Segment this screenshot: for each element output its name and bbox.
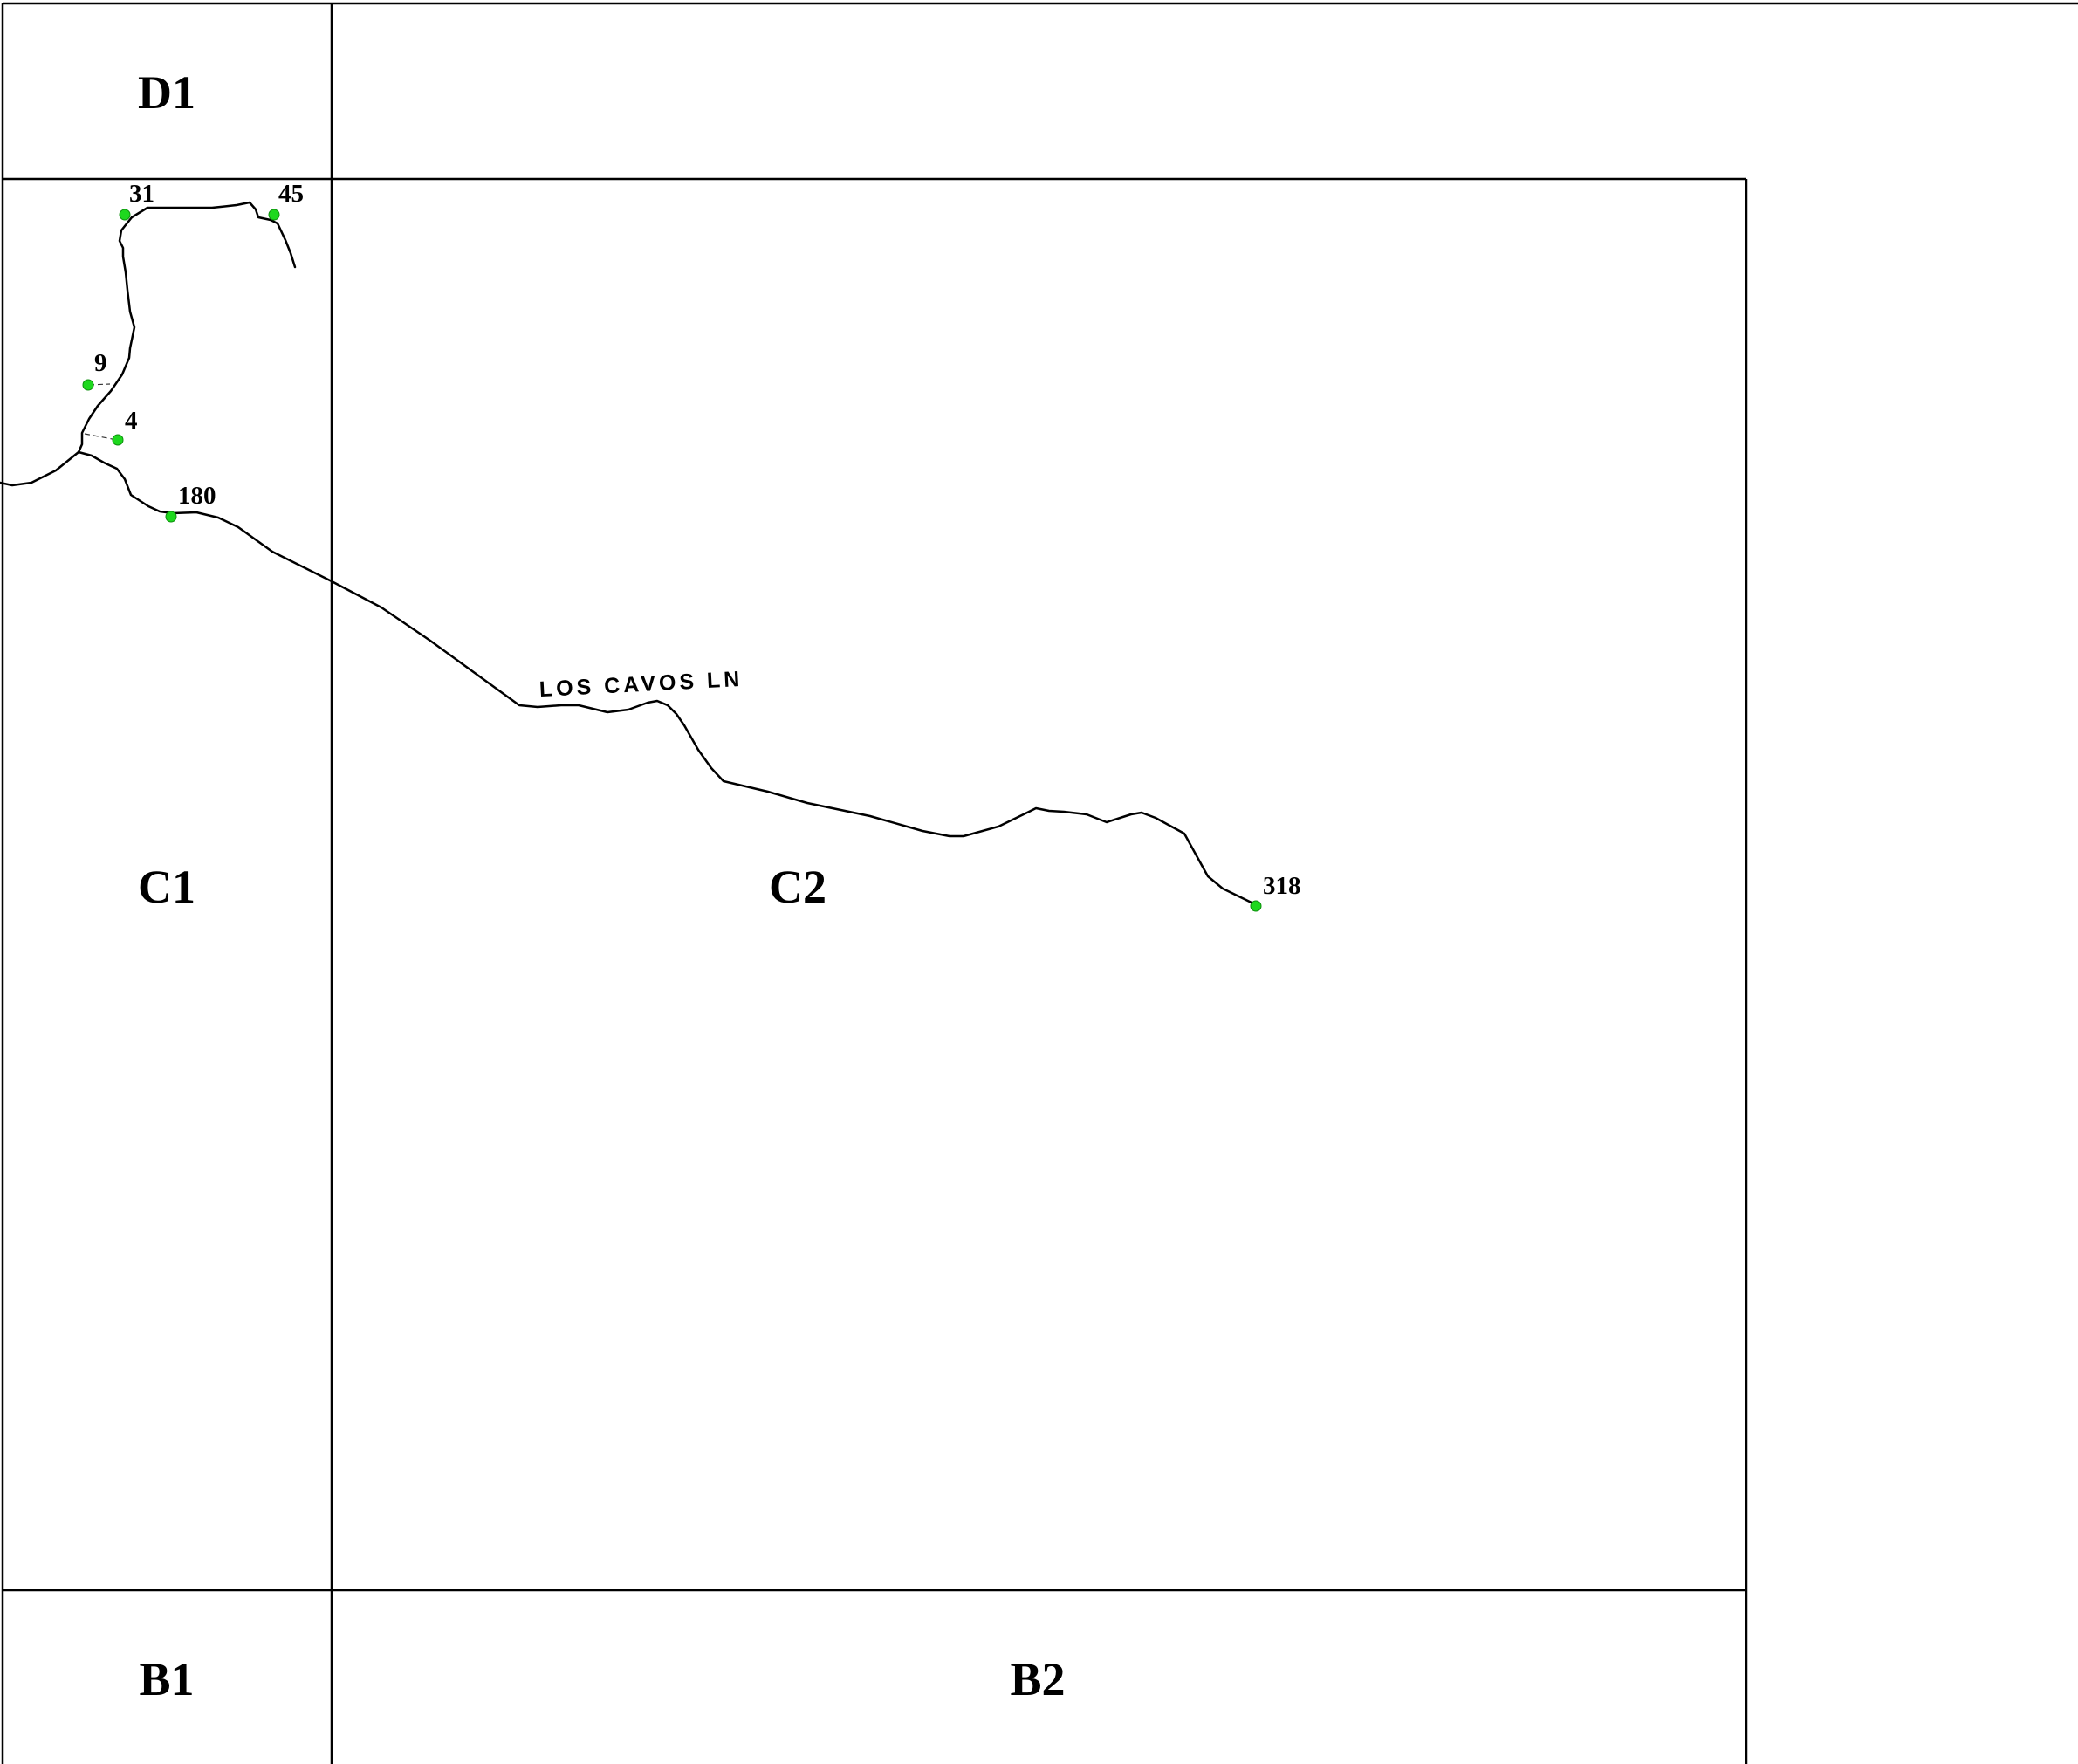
address-number: 318: [1263, 872, 1301, 900]
address-marker[interactable]: [82, 379, 94, 391]
address-number: 45: [278, 180, 304, 208]
grid-label-c1: C1: [138, 861, 195, 913]
road-main-line: [0, 450, 1257, 906]
street-name-label: LOS CAVOS LN: [538, 667, 744, 702]
address-point-45[interactable]: 45: [268, 180, 304, 221]
address-marker[interactable]: [1250, 900, 1262, 912]
address-marker[interactable]: [119, 209, 131, 221]
address-points: 31 45 9 4 180 318: [82, 180, 1301, 912]
address-marker[interactable]: [165, 511, 177, 523]
address-point-4[interactable]: 4: [112, 407, 138, 446]
address-number: 9: [94, 349, 107, 377]
address-marker[interactable]: [268, 209, 280, 221]
address-number: 180: [178, 482, 216, 510]
address-point-318[interactable]: 318: [1250, 872, 1301, 912]
grid-label-c2: C2: [769, 861, 826, 913]
grid-label-b1: B1: [139, 1653, 194, 1706]
address-point-180[interactable]: 180: [165, 482, 216, 523]
address-number: 31: [129, 180, 154, 208]
roads: [0, 201, 1257, 906]
leader-4: [84, 433, 118, 441]
grid-label-d1: D1: [138, 66, 195, 119]
grid-label-b2: B2: [1010, 1653, 1065, 1706]
address-leaders: [84, 383, 118, 441]
street-name-los-cavos-ln: LOS CAVOS LN: [538, 667, 744, 702]
grid-labels: D1 C1 C2 B1 B2: [138, 66, 1066, 1706]
road-branch-north: [77, 201, 297, 454]
address-point-31[interactable]: 31: [119, 180, 154, 221]
address-number: 4: [125, 407, 138, 435]
address-marker[interactable]: [112, 434, 124, 446]
address-point-9[interactable]: 9: [82, 349, 107, 391]
